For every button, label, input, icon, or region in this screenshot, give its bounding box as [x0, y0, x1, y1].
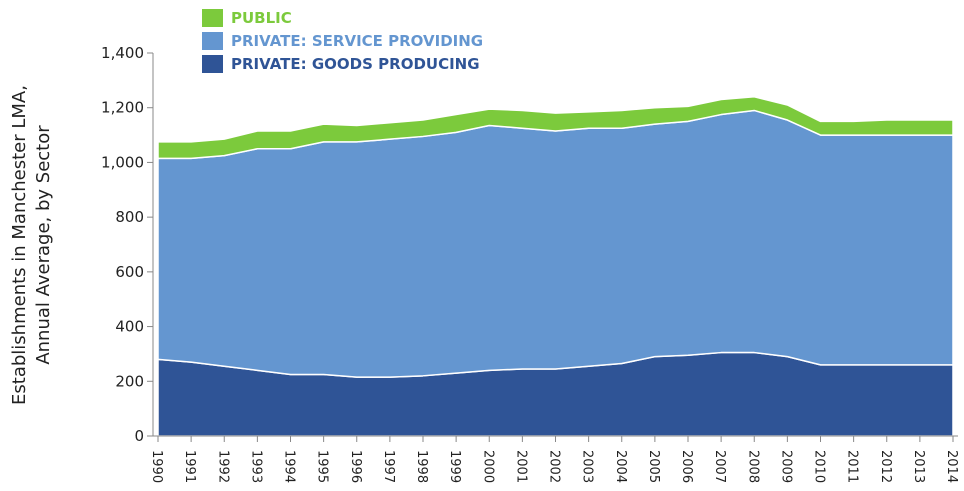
legend-swatch-public — [202, 8, 223, 27]
x-tick-label: 2003 — [580, 450, 595, 483]
x-tick-label: 2002 — [547, 450, 562, 483]
y-tick-label: 600 — [115, 263, 144, 281]
legend-item-goods-producing: PRIVATE: GOODS PRODUCING — [202, 52, 483, 75]
x-tick-label: 2012 — [878, 450, 893, 483]
legend-label-service-providing: PRIVATE: SERVICE PROVIDING — [231, 31, 484, 50]
x-tick-label: 1991 — [182, 450, 197, 483]
x-tick-label: 2008 — [745, 450, 760, 483]
chart-legend: PUBLIC PRIVATE: SERVICE PROVIDING PRIVAT… — [202, 6, 483, 75]
legend-item-public: PUBLIC — [202, 6, 483, 29]
x-tick-label: 1999 — [447, 450, 462, 483]
x-tick-label: 2011 — [845, 450, 860, 483]
x-tick-label: 2009 — [778, 450, 793, 483]
y-tick-label: 400 — [115, 318, 144, 336]
x-tick-label: 2005 — [646, 450, 661, 483]
x-tick-label: 1990 — [149, 450, 164, 483]
x-tick-label: 2007 — [712, 450, 727, 483]
x-tick-label: 1993 — [248, 450, 263, 483]
legend-swatch-goods-producing — [202, 54, 223, 73]
x-tick-label: 1995 — [315, 450, 330, 483]
legend-label-goods-producing: PRIVATE: GOODS PRODUCING — [231, 54, 480, 73]
x-tick-label: 2001 — [513, 450, 528, 483]
y-tick-label: 1,200 — [101, 99, 144, 117]
legend-label-public: PUBLIC — [231, 8, 292, 27]
legend-item-service-providing: PRIVATE: SERVICE PROVIDING — [202, 29, 483, 52]
x-tick-label: 1997 — [381, 450, 396, 483]
y-tick-label: 0 — [134, 427, 144, 445]
x-tick-label: 1994 — [282, 450, 297, 483]
x-tick-label: 2014 — [944, 450, 959, 483]
x-tick-label: 1998 — [414, 450, 429, 483]
y-tick-label: 1,400 — [101, 44, 144, 62]
x-tick-label: 1996 — [348, 450, 363, 483]
x-tick-label: 2000 — [480, 450, 495, 483]
area-private-service-providing — [157, 109, 954, 378]
y-tick-label: 1,000 — [101, 153, 144, 171]
x-tick-label: 2010 — [812, 450, 827, 483]
x-tick-label: 1992 — [215, 450, 230, 483]
x-tick-label: 2004 — [613, 450, 628, 483]
y-tick-label: 800 — [115, 208, 144, 226]
area-public — [157, 96, 954, 160]
x-tick-label: 2013 — [911, 450, 926, 483]
y-tick-label: 200 — [115, 372, 144, 390]
x-tick-label: 2006 — [679, 450, 694, 483]
legend-swatch-service-providing — [202, 31, 223, 50]
